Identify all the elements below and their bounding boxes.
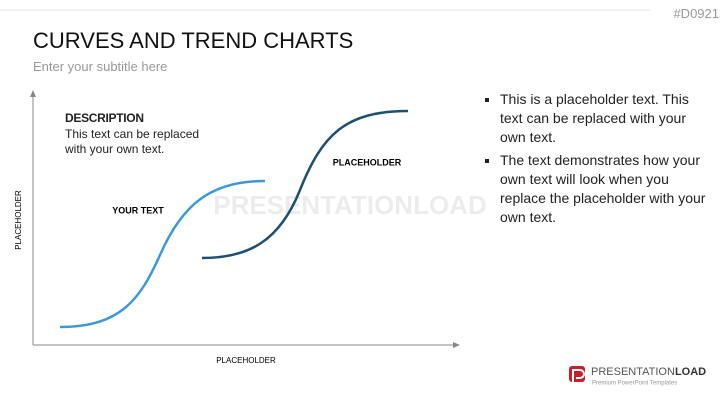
logo-bold: LOAD xyxy=(675,366,706,378)
logo-icon xyxy=(569,366,585,382)
curve-label: PLACEHOLDER xyxy=(333,157,402,167)
x-axis-label: PLACEHOLDER xyxy=(216,356,276,365)
curve-upper xyxy=(201,109,409,260)
bullet: This is a placeholder text. This text ca… xyxy=(500,90,715,147)
description-text: This text can be replaced with your own … xyxy=(65,127,200,156)
curve-lower xyxy=(59,179,266,329)
logo-tagline: Premium PowerPoint Templates xyxy=(592,381,677,387)
bullet: The text demonstrates how your own text … xyxy=(500,151,715,227)
logo-text: PRESENTATIONLOAD xyxy=(591,366,706,378)
curve-label: YOUR TEXT xyxy=(112,205,164,215)
y-arrow xyxy=(30,90,36,97)
y-axis-label: PLACEHOLDER xyxy=(14,190,23,250)
bullet-list: This is a placeholder text. This text ca… xyxy=(484,90,715,231)
subtitle: Enter your subtitle here xyxy=(33,59,168,74)
description-title: DESCRIPTION xyxy=(65,111,144,125)
slide-code: #D0921 xyxy=(673,6,719,21)
watermark: PRESENTATIONLOAD xyxy=(213,190,486,220)
title: CURVES AND TREND CHARTS xyxy=(33,28,354,53)
logo-glyph xyxy=(572,369,585,384)
x-arrow xyxy=(453,342,460,348)
logo-light: PRESENTATION xyxy=(591,366,675,378)
